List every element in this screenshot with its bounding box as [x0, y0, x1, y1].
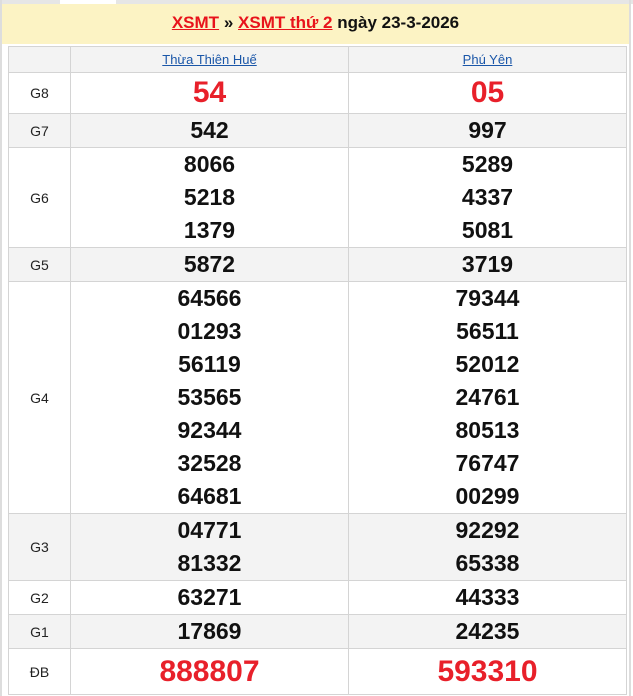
prize-numbers: 997 [348, 113, 627, 148]
prize-label: G7 [8, 113, 71, 148]
prize-number: 52012 [455, 351, 520, 377]
prize-row: G8 54 05 [8, 72, 627, 114]
prize-number: 04771 [177, 517, 242, 543]
prize-label: G1 [8, 614, 71, 649]
results-table: Thừa Thiên Huế Phú Yên G8 54 05 G7 542 997 G6 8… [8, 46, 627, 695]
prize-number: 53565 [177, 384, 242, 410]
prize-numbers: 888807 [70, 648, 349, 695]
prize-number: 54 [192, 76, 227, 109]
breadcrumb-separator: » [223, 13, 234, 32]
prize-numbers: 24235 [348, 614, 627, 649]
column-header: Phú Yên [348, 46, 627, 73]
prize-number: 44333 [455, 584, 520, 610]
prize-number: 56119 [178, 351, 241, 377]
prize-numbers: 04771 81332 [70, 513, 349, 581]
prize-row: ĐB 888807 593310 [8, 648, 627, 695]
prize-number: 32528 [177, 450, 242, 476]
prize-number: 64566 [177, 285, 242, 311]
prize-number: 17869 [177, 618, 242, 644]
prize-row: G5 5872 3719 [8, 247, 627, 282]
province-link-hue[interactable]: Thừa Thiên Huế [162, 52, 257, 67]
tab-strip [0, 0, 633, 4]
prize-numbers: 5872 [70, 247, 349, 282]
prize-label: G2 [8, 580, 71, 615]
prize-numbers: 5289 4337 5081 [348, 147, 627, 248]
prize-number: 5218 [183, 184, 236, 210]
prize-number: 24235 [455, 618, 520, 644]
result-title: XSMT » XSMT thứ 2 ngày 23-3-2026 [2, 4, 629, 44]
prize-row: G2 63271 44333 [8, 580, 627, 615]
prize-row: G6 8066 5218 1379 5289 4337 5081 [8, 147, 627, 248]
prize-label: G3 [8, 513, 71, 581]
draw-date: ngày 23-3-2026 [337, 13, 460, 32]
prize-number: 888807 [159, 655, 260, 688]
prize-number: 92344 [177, 417, 242, 443]
prize-number: 65338 [455, 550, 520, 576]
prize-label: G6 [8, 147, 71, 248]
prize-number: 92292 [455, 517, 520, 543]
prize-number: 5872 [183, 251, 236, 277]
prize-numbers: 8066 5218 1379 [70, 147, 349, 248]
prize-number: 76747 [455, 450, 520, 476]
prize-number: 24761 [455, 384, 520, 410]
prize-number: 5081 [461, 217, 514, 243]
prize-numbers: 64566 01293 56119 53565 92344 32528 64681 [70, 281, 349, 514]
prize-numbers: 79344 56511 52012 24761 80513 76747 00299 [348, 281, 627, 514]
prize-number: 81332 [177, 550, 242, 576]
prize-numbers: 63271 [70, 580, 349, 615]
prize-label: ĐB [8, 648, 71, 695]
prize-number: 56511 [456, 318, 519, 344]
province-link-phu-yen[interactable]: Phú Yên [462, 52, 513, 67]
corner-cell [8, 46, 71, 73]
prize-numbers: 05 [348, 72, 627, 114]
prize-number: 1379 [183, 217, 236, 243]
prize-number: 8066 [183, 151, 236, 177]
prize-label: G5 [8, 247, 71, 282]
prize-label: G4 [8, 281, 71, 514]
prize-row: G1 17869 24235 [8, 614, 627, 649]
prize-number: 00299 [455, 483, 520, 509]
prize-number: 3719 [461, 251, 514, 277]
prize-number: 80513 [455, 417, 520, 443]
prize-row: G3 04771 81332 92292 65338 [8, 513, 627, 581]
prize-number: 593310 [437, 655, 538, 688]
prize-number: 63271 [177, 584, 242, 610]
xsmt-thu2-link[interactable]: XSMT thứ 2 [238, 13, 333, 32]
prize-number: 64681 [177, 483, 242, 509]
tab-active[interactable] [60, 0, 116, 4]
prize-number: 997 [468, 117, 507, 143]
prize-numbers: 542 [70, 113, 349, 148]
prize-numbers: 3719 [348, 247, 627, 282]
prize-numbers: 92292 65338 [348, 513, 627, 581]
prize-numbers: 17869 [70, 614, 349, 649]
prize-row: G4 64566 01293 56119 53565 92344 32528 64681 793… [8, 281, 627, 514]
prize-row: G7 542 997 [8, 113, 627, 148]
prize-number: 5289 [461, 151, 514, 177]
prize-label: G8 [8, 72, 71, 114]
prize-number: 4337 [461, 184, 514, 210]
xsmt-link[interactable]: XSMT [171, 13, 220, 32]
prize-numbers: 593310 [348, 648, 627, 695]
prize-numbers: 44333 [348, 580, 627, 615]
prize-number: 01293 [177, 318, 242, 344]
prize-numbers: 54 [70, 72, 349, 114]
column-header: Thừa Thiên Huế [70, 46, 349, 73]
prize-number: 05 [470, 76, 505, 109]
prize-number: 79344 [455, 285, 520, 311]
prize-number: 542 [190, 117, 229, 143]
